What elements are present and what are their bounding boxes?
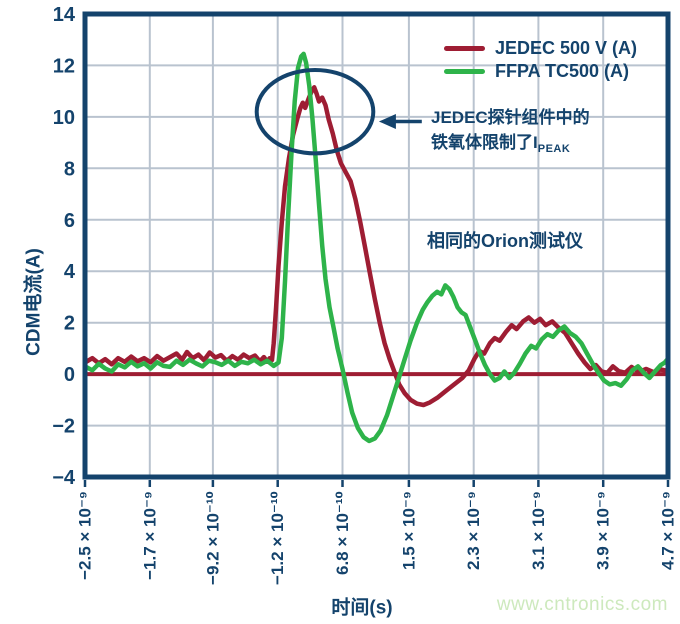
plot-border bbox=[82, 11, 671, 480]
peak-subscript: PEAK bbox=[537, 143, 571, 155]
tester-annotation-text: 相同的Orion测试仪 bbox=[427, 231, 583, 251]
peak-annotation-text: JEDEC探针组件中的 铁氧体限制了IPEAK bbox=[431, 105, 590, 158]
series-line-jedec bbox=[82, 85, 671, 408]
y-tick-label: 12 bbox=[53, 55, 75, 77]
arrow-head-icon bbox=[378, 114, 396, 129]
y-axis-title: CDM电流(A) bbox=[23, 248, 45, 356]
legend-label-jedec: JEDEC 500 V (A) bbox=[495, 38, 638, 58]
y-tick-label: 0 bbox=[64, 364, 75, 386]
x-tick-label: −1.2 × 10⁻¹⁰ bbox=[268, 491, 287, 585]
peak-annotation-line1: JEDEC探针组件中的 bbox=[431, 108, 590, 127]
y-tick-label: 6 bbox=[64, 210, 75, 232]
peak-annotation-line2: 铁氧体限制了IPEAK bbox=[431, 133, 571, 155]
legend-swatch-jedec bbox=[444, 46, 485, 51]
x-axis-title: 时间(s) bbox=[331, 597, 393, 619]
y-tick-label: 10 bbox=[53, 107, 75, 129]
legend-item-ffpa: FFPA TC500 (A) bbox=[444, 60, 637, 83]
series-line-ffpa bbox=[82, 51, 671, 444]
legend-swatch-ffpa bbox=[444, 69, 485, 74]
y-tick-label: 2 bbox=[64, 313, 75, 335]
peak-ellipse-annotation bbox=[254, 68, 376, 156]
x-tick-label: 4.7 × 10⁻⁹ bbox=[659, 491, 678, 570]
x-tick-label: −9.2 × 10⁻¹⁰ bbox=[203, 491, 222, 585]
y-tick-label: −4 bbox=[52, 467, 76, 489]
x-tick-label: −1.7 × 10⁻⁹ bbox=[140, 491, 159, 580]
legend-label-ffpa: FFPA TC500 (A) bbox=[495, 61, 630, 81]
y-tick-label: 4 bbox=[64, 261, 76, 283]
y-tick-label: −2 bbox=[52, 416, 75, 438]
x-tick-label: 1.5 × 10⁻⁹ bbox=[399, 491, 418, 570]
legend: JEDEC 500 V (A) FFPA TC500 (A) bbox=[444, 37, 637, 83]
x-tick-label: −2.5 × 10⁻⁹ bbox=[76, 491, 95, 580]
watermark: www.cntronics.com bbox=[496, 594, 668, 615]
y-tick-label: 8 bbox=[64, 158, 75, 180]
x-tick-label: 6.8 × 10⁻¹⁰ bbox=[333, 491, 352, 575]
x-tick-marks bbox=[83, 480, 670, 487]
y-tick-label: 14 bbox=[53, 4, 76, 26]
x-tick-label: 3.9 × 10⁻⁹ bbox=[594, 491, 613, 570]
x-tick-label: 3.1 × 10⁻⁹ bbox=[529, 491, 548, 570]
legend-item-jedec: JEDEC 500 V (A) bbox=[444, 37, 637, 60]
x-tick-label: 2.3 × 10⁻⁹ bbox=[464, 491, 483, 570]
